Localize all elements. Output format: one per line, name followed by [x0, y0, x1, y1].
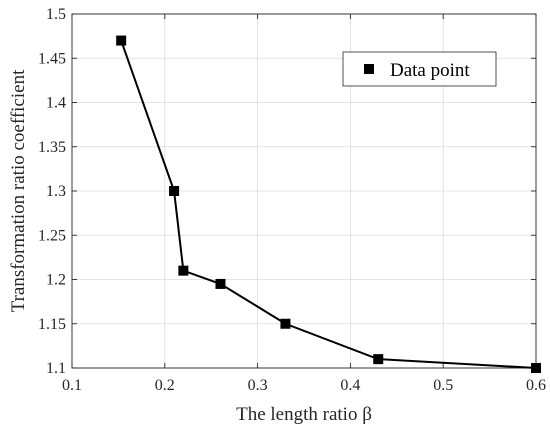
axis-ticks: 0.1 0.2 0.3 0.4 0.5 0.6 1.1 1.15 1.2 1.25 1.3 1.35 1… — [38, 6, 546, 394]
y-tick-label: 1.4 — [46, 95, 66, 112]
series-line — [120, 40, 537, 369]
y-tick-label: 1.1 — [46, 360, 66, 377]
data-series — [116, 35, 541, 373]
x-tick-label: 0.4 — [340, 377, 360, 394]
data-point-marker — [280, 318, 291, 329]
y-tick-label: 1.35 — [38, 139, 66, 156]
x-tick-label: 0.3 — [248, 377, 268, 394]
data-point-marker — [215, 278, 226, 289]
y-tick-label: 1.25 — [38, 227, 66, 244]
x-tick-label: 0.2 — [155, 377, 175, 394]
x-tick-label: 0.6 — [526, 377, 546, 394]
data-point-marker — [531, 363, 541, 373]
y-tick-label: 1.2 — [46, 272, 66, 289]
y-tick-label: 1.5 — [46, 6, 66, 23]
x-axis-title: The length ratio β — [236, 404, 372, 425]
y-tick-label: 1.45 — [38, 50, 66, 67]
legend-label-data-point: Data point — [390, 60, 470, 81]
y-tick-label: 1.15 — [38, 316, 66, 333]
data-point-marker — [373, 354, 384, 365]
data-point-marker — [116, 35, 127, 46]
x-tick-label: 0.5 — [433, 377, 453, 394]
legend: Data point — [342, 51, 497, 87]
data-point-marker — [169, 186, 180, 196]
data-point-marker — [178, 265, 189, 276]
y-tick-label: 1.3 — [46, 183, 66, 200]
legend-marker — [364, 64, 374, 74]
x-tick-label: 0.1 — [62, 377, 82, 394]
y-axis-title: Transformation ratio coefficient — [8, 69, 29, 312]
